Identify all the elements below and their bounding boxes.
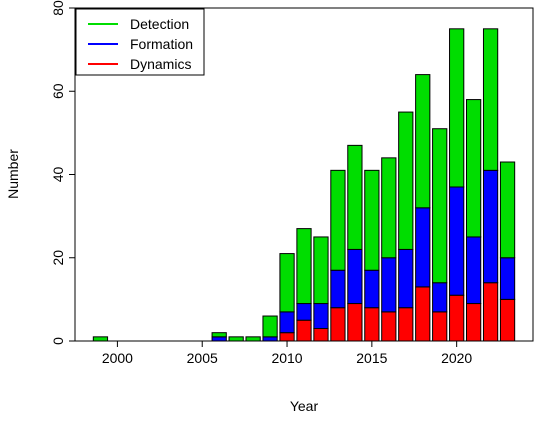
bar-detection-2011 <box>296 228 312 305</box>
bar-formation-2023 <box>499 257 516 300</box>
x-tick-label: 2010 <box>271 350 302 366</box>
bar-formation-2021 <box>466 236 482 305</box>
bar-detection-2019 <box>432 128 448 284</box>
bar-detection-2008 <box>245 336 261 342</box>
bar-detection-2018 <box>415 74 431 209</box>
bar-dynamics-2010 <box>279 332 295 342</box>
bars-layer <box>92 28 516 342</box>
bar-formation-2010 <box>279 311 295 334</box>
bar-formation-2012 <box>313 303 329 330</box>
bar-detection-2020 <box>449 28 465 188</box>
bar-formation-2022 <box>482 169 499 284</box>
legend-label-formation: Formation <box>130 36 193 52</box>
bar-detection-2012 <box>313 236 329 305</box>
bar-detection-2010 <box>279 253 295 313</box>
bar-dynamics-2021 <box>466 303 482 342</box>
y-axis: 0 20 40 60 80 <box>50 0 75 345</box>
bar-formation-2006 <box>211 336 227 342</box>
bar-detection-2022 <box>482 28 499 171</box>
legend: Detection Formation Dynamics <box>75 8 205 76</box>
bar-dynamics-2023 <box>499 298 516 342</box>
bar-formation-2009 <box>262 336 278 342</box>
bar-formation-2015 <box>364 269 380 309</box>
bar-detection-2006 <box>211 332 227 338</box>
bar-dynamics-2020 <box>449 294 465 342</box>
bar-dynamics-2013 <box>330 307 346 342</box>
bar-formation-2013 <box>330 269 346 309</box>
bar-dynamics-2019 <box>432 311 448 342</box>
x-tick-label: 2005 <box>187 350 218 366</box>
bar-dynamics-2022 <box>482 282 499 342</box>
bar-detection-2023 <box>499 161 516 259</box>
x-tick-label: 2015 <box>356 350 387 366</box>
bar-dynamics-2018 <box>415 286 431 342</box>
y-tick-label: 60 <box>50 83 66 99</box>
y-tick-label: 20 <box>50 250 66 266</box>
bar-formation-2020 <box>449 186 465 296</box>
legend-label-dynamics: Dynamics <box>130 56 191 72</box>
bar-detection-1999 <box>92 336 109 342</box>
x-tick-label: 2000 <box>102 350 133 366</box>
bar-dynamics-2014 <box>347 303 363 342</box>
bar-detection-2021 <box>466 99 482 238</box>
bar-formation-2016 <box>381 257 397 313</box>
bar-detection-2007 <box>228 336 244 342</box>
bar-detection-2013 <box>330 169 346 271</box>
y-tick-label: 0 <box>50 337 66 345</box>
plot-frame <box>74 7 534 342</box>
bar-formation-2019 <box>432 282 448 313</box>
bar-detection-2009 <box>262 315 278 338</box>
y-tick-label: 40 <box>50 167 66 183</box>
bar-formation-2011 <box>296 303 312 321</box>
bar-detection-2017 <box>398 111 414 250</box>
x-axis-label: Year <box>290 398 319 414</box>
bar-formation-2018 <box>415 207 431 288</box>
bar-formation-2017 <box>398 248 414 309</box>
x-axis: 2000 2005 2010 2015 2020 <box>102 341 472 366</box>
bar-detection-2015 <box>364 169 380 271</box>
bar-dynamics-2011 <box>296 319 312 342</box>
bar-detection-2016 <box>381 157 397 259</box>
legend-label-detection: Detection <box>130 16 189 32</box>
y-tick-label: 80 <box>50 0 66 16</box>
bar-dynamics-2017 <box>398 307 414 342</box>
bar-dynamics-2016 <box>381 311 397 342</box>
bar-dynamics-2012 <box>313 328 329 342</box>
x-tick-label: 2020 <box>441 350 472 366</box>
y-axis-label: Number <box>5 149 21 199</box>
bar-dynamics-2015 <box>364 307 380 342</box>
bar-detection-2014 <box>347 144 363 250</box>
bar-formation-2014 <box>347 248 363 305</box>
